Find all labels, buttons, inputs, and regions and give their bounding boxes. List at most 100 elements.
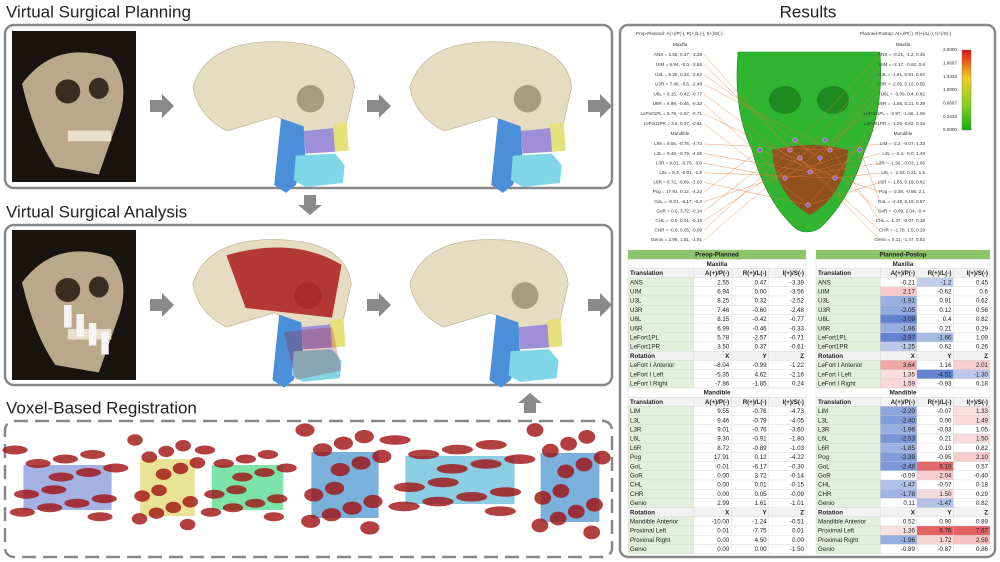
table-value: GoR (818, 473, 831, 480)
annotation-group: Maxilla (673, 42, 688, 47)
table-value: -0.14 (790, 473, 805, 480)
voxel-blob (575, 457, 593, 472)
table-value: LeFort1PR (818, 344, 848, 351)
voxel-blob (235, 454, 256, 464)
voxel-blob (549, 511, 567, 526)
leader-line (703, 182, 809, 206)
table-value: 6.99 (717, 325, 730, 332)
table-value: -3.60 (790, 427, 805, 434)
table-value: L3L (630, 417, 641, 424)
voxel-blob (165, 501, 182, 514)
table-value: LeFort I Right (630, 381, 668, 388)
table-header: Translation (630, 399, 663, 406)
annotation: L3R = -1.96, -0.03, 1.05 (876, 160, 925, 165)
voxel-image (295, 423, 392, 535)
table-value: -3.09 (901, 316, 916, 323)
table-value: LeFort1PL (818, 335, 847, 342)
voxel-blob (436, 464, 468, 474)
table-value: 0.26 (976, 344, 989, 351)
mandible (293, 153, 345, 187)
table-header: Z (984, 509, 988, 516)
ct-image (12, 31, 136, 182)
table-header: Y (762, 509, 767, 516)
table-value: L3L (818, 417, 829, 424)
table-value: 1.59 (903, 381, 916, 388)
table-value: -0.99 (753, 362, 768, 369)
voxel-blob (504, 454, 536, 465)
leader-line (789, 54, 881, 151)
table-header: X (725, 509, 730, 516)
table-value: 0.12 (939, 307, 952, 314)
arrow (298, 195, 322, 215)
table-value: 7.67 (976, 528, 989, 535)
table-value: Mandible Anterior (818, 519, 866, 526)
leader-line (703, 149, 861, 202)
leader-line (703, 139, 796, 212)
table-value: -2.57 (753, 335, 768, 342)
table-value: 1.49 (976, 417, 989, 424)
table-value: -1.96 (901, 325, 916, 332)
voxel-blob (484, 506, 516, 516)
ct-orbit (88, 276, 109, 298)
table-value: 9.46 (717, 417, 730, 424)
table-value: U3L (818, 298, 830, 305)
voxel-blob (9, 507, 35, 517)
table-value: -0.42 (753, 316, 768, 323)
table-value: 4.50 (755, 537, 768, 544)
table-value: 0.24 (792, 381, 805, 388)
voxel-blob (388, 501, 420, 512)
table-header: Rotation (630, 353, 655, 360)
table-value: 2.10 (976, 454, 989, 461)
table-value: 0.89 (976, 519, 989, 526)
voxel-blob (213, 459, 234, 468)
annotation: U6L = 8.15, -0.42, -0.77 (654, 91, 703, 96)
panel (618, 23, 997, 559)
table-value: 0.47 (755, 279, 768, 286)
table-header: Translation (818, 399, 851, 406)
table-value: 0.00 (755, 289, 768, 296)
table-value: U6L (818, 316, 830, 323)
table-header: I(+)/S(-) (967, 399, 988, 406)
voxel-blob (75, 468, 102, 477)
table-value: 3.72 (755, 473, 768, 480)
voxel-blob (204, 489, 225, 499)
table-value: 1.05 (976, 427, 989, 434)
table-header: Z (800, 353, 804, 360)
table-value: 6.94 (717, 289, 730, 296)
voxel-blob (321, 508, 341, 522)
annotation: U6L = -3.09, 0.4, 0.82 (881, 91, 926, 96)
section-title: Virtual Surgical Analysis (6, 202, 187, 221)
table-value: 0.05 (755, 491, 768, 498)
table-value: -1.96 (901, 427, 916, 434)
section-title: Virtual Surgical Planning (6, 2, 191, 21)
maxilla (303, 128, 337, 154)
leader-line (794, 139, 881, 212)
voxel-blob (87, 512, 113, 522)
annotation: GoR = -0.09, 2.04, -0.4 (878, 208, 926, 213)
table-value: LIM (818, 408, 828, 415)
table-value: Proximal Left (630, 528, 666, 535)
table-header: Z (984, 353, 988, 360)
table-value: -2.20 (901, 408, 916, 415)
table-value: -2.52 (790, 298, 805, 305)
table-value: -1.30 (974, 371, 989, 378)
table-value: Pog (630, 454, 642, 461)
table-value: -0.89 (901, 546, 916, 553)
results: Prop-Planned: A(+)/P(-), R(+)/L(-), I(+)… (627, 31, 991, 554)
table-value: -0.33 (790, 325, 805, 332)
table-value: -0.76 (753, 427, 768, 434)
ct-orbit (55, 278, 81, 302)
annotation-header: Planned-Postop: A(+)/P(-), R(+)/L(-), I(… (860, 31, 952, 36)
segment (550, 122, 566, 152)
table-value: -1.78 (901, 491, 916, 498)
table-value: -3.56 (790, 289, 805, 296)
annotation-group: Maxilla (896, 42, 911, 47)
leader-line (703, 149, 791, 231)
annotation: Pog = -2.39, -0.95, 2.1 (879, 189, 925, 194)
panel (3, 419, 614, 559)
voxel-blob (379, 435, 411, 445)
voxel-image (2, 445, 129, 522)
table-value: LeFort I Left (818, 371, 852, 378)
leader-line (703, 94, 811, 173)
